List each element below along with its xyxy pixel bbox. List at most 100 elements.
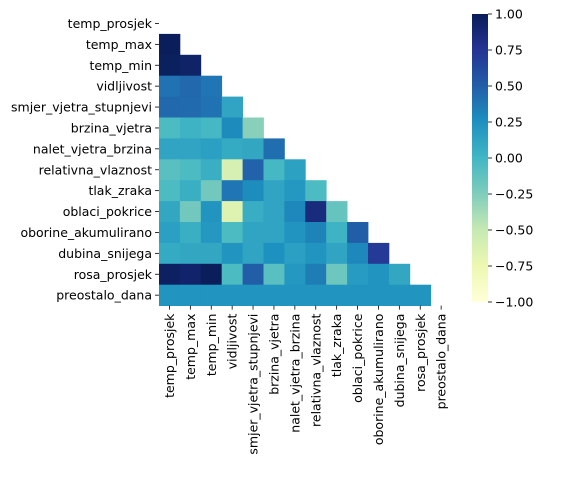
y-tick-label-temp_prosjek: temp_prosjek (68, 16, 153, 31)
heatmap-cell-rosa_prosjek-oblaci_pokrice (347, 263, 369, 286)
heatmap-cell-vidljivost-temp_max (179, 75, 202, 97)
heatmap-cell-relativna_vlaznost-temp_prosjek (159, 159, 181, 181)
heatmap-cell-dubina_snijega-temp_min (200, 242, 223, 265)
heatmap-cell-oblaci_pokrice-temp_prosjek (159, 201, 181, 223)
heatmap-cell-rosa_prosjek-tlak_zraka (326, 263, 348, 286)
heatmap-cell-smjer_vjetra_stupnjevi-vidljivost (221, 96, 243, 118)
colorbar-tick-label: 1.00 (495, 7, 523, 22)
heatmap-cell-temp_min-temp_max (179, 54, 202, 77)
colorbar-gradient (472, 14, 488, 302)
heatmap-cell-oborine_akumulirano-temp_min (200, 222, 223, 244)
colorbar-tick-label: −0.75 (495, 259, 533, 274)
heatmap-cell-oborine_akumulirano-temp_prosjek (159, 222, 181, 244)
heatmap-cell-tlak_zraka-temp_min (200, 180, 223, 202)
colorbar-tick-label: −0.50 (495, 223, 533, 238)
heatmap-cell-nalet_vjetra_brzina-vidljivost (221, 138, 243, 160)
heatmap-cell-nalet_vjetra_brzina-temp_max (179, 138, 202, 160)
heatmap-cell-rosa_prosjek-smjer_vjetra_stupnjevi (242, 263, 264, 286)
x-tick-label-temp_prosjek: temp_prosjek (162, 313, 177, 398)
x-tick-label-preostalo_dana: preostalo_dana (434, 314, 449, 410)
heatmap-cell-relativna_vlaznost-vidljivost (221, 159, 243, 181)
heatmap-cell-nalet_vjetra_brzina-temp_prosjek (159, 138, 181, 160)
y-tick-label-temp_max: temp_max (86, 37, 152, 52)
x-tick-label-rosa_prosjek: rosa_prosjek (413, 313, 428, 392)
heatmap-cell-oborine_akumulirano-vidljivost (221, 222, 243, 244)
heatmap-cell-oblaci_pokrice-smjer_vjetra_stupnjevi (242, 201, 264, 223)
heatmap-cell-smjer_vjetra_stupnjevi-temp_max (179, 96, 202, 118)
heatmap-cell-preostalo_dana-vidljivost (221, 284, 243, 306)
heatmap-cell-tlak_zraka-temp_max (179, 180, 202, 202)
heatmap-cell-relativna_vlaznost-temp_min (200, 159, 223, 181)
heatmap-cell-nalet_vjetra_brzina-smjer_vjetra_stupnjevi (242, 138, 264, 160)
heatmap-cell-preostalo_dana-brzina_vjetra (263, 284, 285, 306)
heatmap-cells (159, 33, 432, 306)
heatmap-cell-dubina_snijega-temp_max (179, 242, 202, 265)
heatmap-cell-relativna_vlaznost-brzina_vjetra (263, 159, 285, 181)
heatmap-cell-preostalo_dana-temp_min (200, 284, 223, 306)
heatmap-cell-brzina_vjetra-smjer_vjetra_stupnjevi (242, 117, 264, 139)
y-tick-label-relativna_vlaznost: relativna_vlaznost (39, 162, 152, 177)
colorbar-tick-label: 0.75 (495, 43, 523, 58)
y-tick-label-preostalo_dana: preostalo_dana (56, 288, 152, 303)
heatmap-cell-tlak_zraka-temp_prosjek (159, 180, 181, 202)
heatmap-cell-tlak_zraka-relativna_vlaznost (305, 180, 327, 202)
heatmap-cell-oborine_akumulirano-oblaci_pokrice (347, 222, 369, 244)
heatmap-cell-relativna_vlaznost-temp_max (179, 159, 202, 181)
heatmap-cell-rosa_prosjek-temp_max (179, 263, 202, 286)
heatmap-cell-temp_max-temp_prosjek (159, 33, 181, 56)
heatmap-cell-relativna_vlaznost-nalet_vjetra_brzina (284, 159, 306, 181)
colorbar-tick-label: −1.00 (495, 295, 533, 310)
heatmap-cell-preostalo_dana-tlak_zraka (326, 284, 348, 306)
heatmap-cell-relativna_vlaznost-smjer_vjetra_stupnjevi (242, 159, 264, 181)
x-tick-label-vidljivost: vidljivost (225, 314, 240, 370)
y-tick-label-vidljivost: vidljivost (96, 79, 152, 94)
heatmap-cell-oblaci_pokrice-temp_min (200, 201, 223, 223)
heatmap-cell-nalet_vjetra_brzina-temp_min (200, 138, 223, 160)
heatmap-cell-brzina_vjetra-temp_prosjek (159, 117, 181, 139)
heatmap-cell-oblaci_pokrice-brzina_vjetra (263, 201, 285, 223)
heatmap-cell-dubina_snijega-smjer_vjetra_stupnjevi (242, 242, 264, 265)
heatmap-cell-brzina_vjetra-vidljivost (221, 117, 243, 139)
heatmap-cell-dubina_snijega-oborine_akumulirano (368, 242, 390, 265)
heatmap-cell-vidljivost-temp_prosjek (159, 75, 181, 97)
x-tick-label-dubina_snijega: dubina_snijega (392, 314, 407, 408)
heatmap-cell-preostalo_dana-temp_max (179, 284, 202, 306)
x-tick-label-brzina_vjetra: brzina_vjetra (266, 314, 281, 395)
heatmap-cell-dubina_snijega-temp_prosjek (159, 242, 181, 265)
heatmap-cell-tlak_zraka-vidljivost (221, 180, 243, 202)
heatmap-cell-oborine_akumulirano-smjer_vjetra_stupnjevi (242, 222, 264, 244)
heatmap-cell-oblaci_pokrice-temp_max (179, 201, 202, 223)
x-tick-label-relativna_vlaznost: relativna_vlaznost (308, 314, 323, 427)
colorbar-tick-label: 0.50 (495, 79, 523, 94)
heatmap-cell-dubina_snijega-tlak_zraka (326, 242, 348, 265)
heatmap-cell-smjer_vjetra_stupnjevi-temp_prosjek (159, 96, 181, 118)
heatmap-cell-dubina_snijega-oblaci_pokrice (347, 242, 369, 265)
heatmap-cell-oborine_akumulirano-nalet_vjetra_brzina (284, 222, 306, 244)
x-tick-label-temp_min: temp_min (204, 314, 219, 377)
heatmap-cell-oborine_akumulirano-temp_max (179, 222, 202, 244)
colorbar-tick-label: 0.25 (495, 115, 523, 130)
y-tick-label-nalet_vjetra_brzina: nalet_vjetra_brzina (33, 141, 152, 156)
y-tick-label-dubina_snijega: dubina_snijega (58, 246, 152, 261)
x-tick-label-temp_max: temp_max (183, 314, 198, 380)
heatmap-cell-preostalo_dana-dubina_snijega (388, 284, 411, 306)
x-tick-label-oblaci_pokrice: oblaci_pokrice (350, 313, 365, 403)
heatmap-cell-oborine_akumulirano-tlak_zraka (326, 222, 348, 244)
colorbar-ticks: 1.00 0.75 0.50 0.25 0.00 −0.25 −0.50 −0.75 −1.00 (488, 7, 533, 310)
colorbar-tick-label: 0.00 (495, 151, 523, 166)
heatmap-cell-tlak_zraka-smjer_vjetra_stupnjevi (242, 180, 264, 202)
heatmap-cell-nalet_vjetra_brzina-brzina_vjetra (263, 138, 285, 160)
heatmap-cell-rosa_prosjek-oborine_akumulirano (368, 263, 390, 286)
y-tick-label-oborine_akumulirano: oborine_akumulirano (20, 225, 152, 240)
heatmap-cell-dubina_snijega-brzina_vjetra (263, 242, 285, 265)
heatmap-cell-rosa_prosjek-temp_min (200, 263, 223, 286)
heatmap-cell-preostalo_dana-rosa_prosjek (409, 284, 432, 306)
heatmap-cell-preostalo_dana-oborine_akumulirano (368, 284, 390, 306)
heatmap-cell-dubina_snijega-relativna_vlaznost (305, 242, 327, 265)
heatmap-cell-tlak_zraka-brzina_vjetra (263, 180, 285, 202)
heatmap-cell-oblaci_pokrice-vidljivost (221, 201, 243, 223)
y-tick-label-oblaci_pokrice: oblaci_pokrice (63, 204, 153, 219)
x-tick-label-smjer_vjetra_stupnjevi: smjer_vjetra_stupnjevi (246, 314, 261, 455)
x-tick-label-nalet_vjetra_brzina: nalet_vjetra_brzina (287, 314, 302, 433)
